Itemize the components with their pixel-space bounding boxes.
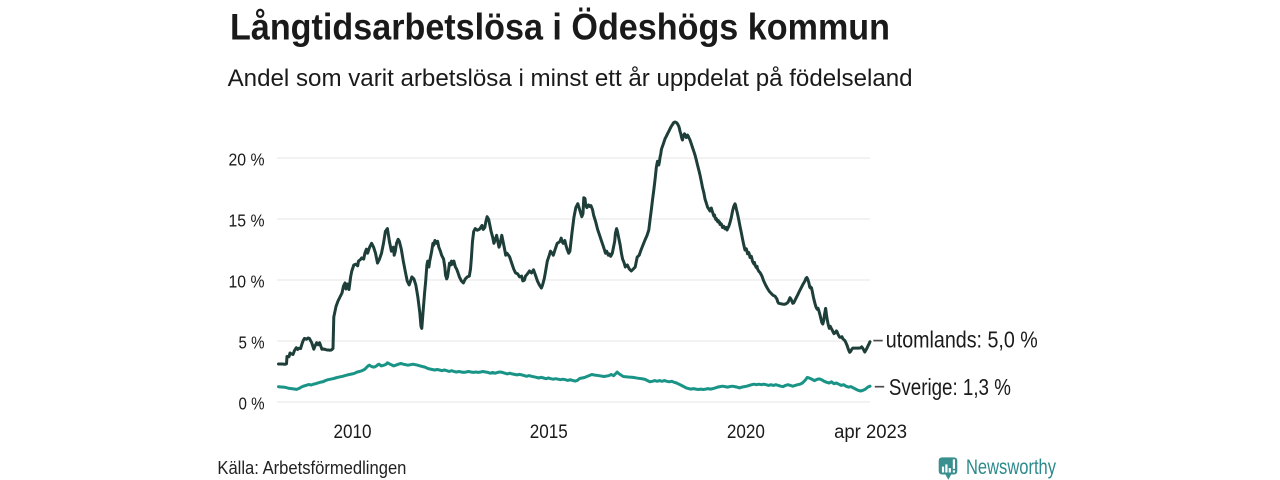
- svg-text:15 %: 15 %: [229, 211, 265, 231]
- svg-text:Långtidsarbetslösa i Ödeshögs: Långtidsarbetslösa i Ödeshögs kommun: [230, 6, 890, 47]
- svg-text:Newsworthy: Newsworthy: [966, 455, 1056, 479]
- svg-text:2010: 2010: [334, 421, 372, 443]
- svg-text:Källa: Arbetsförmedlingen: Källa: Arbetsförmedlingen: [217, 458, 406, 478]
- svg-text:Sverige: 1,3 %: Sverige: 1,3 %: [889, 374, 1011, 400]
- svg-text:10 %: 10 %: [229, 272, 265, 292]
- svg-text:Andel som varit arbetslösa i m: Andel som varit arbetslösa i minst ett å…: [228, 65, 913, 92]
- svg-text:apr 2023: apr 2023: [834, 421, 907, 443]
- svg-text:5 %: 5 %: [239, 333, 265, 353]
- svg-text:2015: 2015: [530, 421, 568, 443]
- svg-text:utomlands: 5,0 %: utomlands: 5,0 %: [886, 327, 1038, 353]
- svg-text:0 %: 0 %: [239, 394, 265, 414]
- svg-text:20 %: 20 %: [229, 150, 265, 170]
- svg-text:2020: 2020: [727, 421, 765, 443]
